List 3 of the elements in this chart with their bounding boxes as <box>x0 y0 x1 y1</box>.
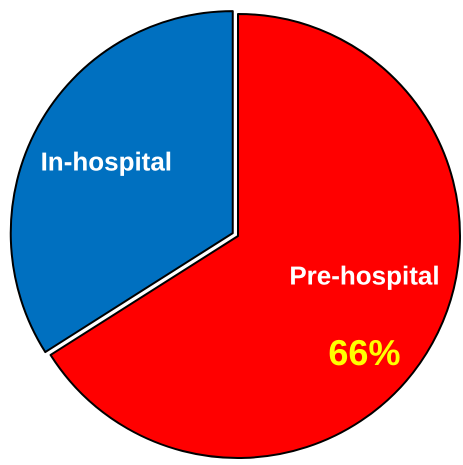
data-label: 66% <box>328 332 400 374</box>
slice-label: In-hospital <box>40 146 172 176</box>
slice-label: Pre-hospital <box>289 260 440 290</box>
